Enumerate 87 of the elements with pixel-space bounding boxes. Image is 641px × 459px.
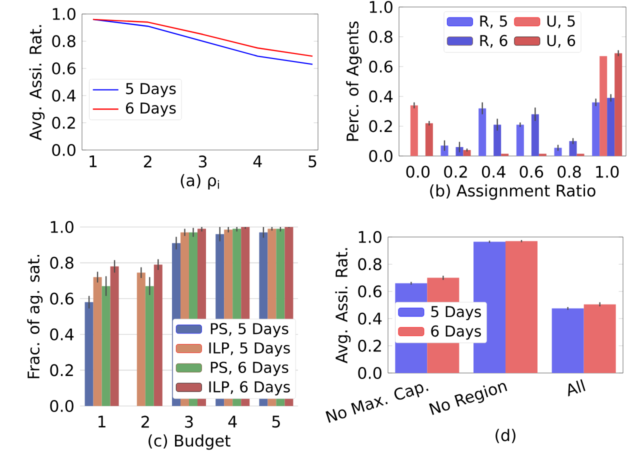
x-tick-label: 5	[308, 156, 316, 168]
bar	[584, 304, 616, 373]
line-series	[92, 18, 314, 65]
x-tick-label: 4	[253, 156, 262, 168]
y-tick-label: 0.4	[358, 312, 382, 325]
bar	[592, 102, 600, 156]
x-axis-title: (b) Assignment Ratio	[430, 184, 596, 200]
y-tick-label: 0.2	[52, 116, 75, 129]
bar	[614, 53, 622, 156]
y-tick-label: 0.0	[358, 366, 382, 380]
legend-label: PS, 6 Days	[210, 362, 288, 376]
x-tick-label: 1	[98, 416, 106, 428]
x-tick-label: 1	[90, 156, 97, 168]
x-axis-title: (c) Budget	[148, 434, 230, 450]
legend-label: ILP, 6 Days	[209, 381, 290, 396]
y-tick-label: 0.6	[358, 285, 382, 298]
x-tick-label: 2	[142, 416, 149, 428]
x-tick-label: 0.6	[520, 166, 544, 178]
legend-label: R, 6	[480, 34, 508, 48]
y-tick-label: 1.0	[52, 8, 76, 20]
x-axis-title: (a) ρ$_{i}$	[180, 174, 219, 190]
bar	[110, 266, 119, 406]
x-tick-label: 1.0	[596, 166, 619, 178]
y-axis-title: Avg. Assi. Rat.	[29, 25, 45, 140]
y-tick-label: 0.4	[369, 90, 393, 102]
y-tick-label: 1.0	[358, 230, 382, 244]
x-tick-label: No Max. Cap.	[326, 384, 428, 423]
y-tick-label: 0.2	[50, 364, 73, 376]
bar	[425, 123, 433, 156]
x-tick-label: All	[568, 379, 586, 396]
legend-label: 6 Days	[126, 102, 176, 117]
bar	[145, 286, 154, 406]
bar	[93, 277, 102, 406]
bar	[478, 108, 486, 156]
bar	[607, 98, 615, 156]
bar	[516, 124, 524, 156]
legend-label: U, 5	[547, 16, 575, 28]
x-tick-label: 0.4	[482, 166, 506, 178]
bar	[154, 264, 162, 406]
bar	[440, 146, 448, 156]
y-tick-label: 0.2	[358, 340, 381, 352]
x-tick-label: 0.8	[558, 166, 581, 178]
bar	[494, 124, 502, 156]
bar	[552, 308, 584, 373]
legend-label: R, 5	[480, 16, 507, 28]
y-tick-label: 0.8	[52, 35, 76, 48]
legend-label: 5 Days	[431, 306, 481, 320]
x-tick-label: 2	[144, 156, 152, 168]
y-tick-label: 1.0	[50, 220, 74, 234]
y-tick-label: 0.6	[52, 62, 76, 74]
line-series	[92, 18, 314, 57]
x-tick-label: 0.0	[406, 166, 430, 178]
y-axis-title: Perc. of Agents	[346, 21, 362, 141]
bar	[136, 272, 146, 406]
y-tick-label: 0.8	[358, 258, 382, 270]
bar	[554, 148, 562, 156]
x-tick-label: 0.2	[444, 166, 467, 178]
y-tick-label: 0.2	[369, 120, 392, 132]
bar	[102, 286, 110, 406]
y-tick-label: 0.6	[369, 60, 392, 73]
y-tick-label: 0.8	[50, 256, 74, 269]
bar	[569, 141, 577, 156]
y-axis-title: Avg. Assi. Rat.	[335, 248, 351, 364]
x-tick-label: 3	[198, 156, 207, 168]
y-tick-label: 0.8	[369, 30, 392, 43]
y-axis-title: Frac. of ag. sat.	[27, 254, 43, 378]
bar	[531, 114, 539, 156]
y-tick-label: 0.6	[50, 292, 74, 305]
bar	[463, 150, 471, 156]
bar	[410, 105, 418, 156]
bar	[506, 241, 538, 373]
legend-label: 5 Days	[126, 83, 176, 98]
y-tick-label: 0.4	[50, 328, 74, 340]
x-tick-label: No Region	[429, 382, 508, 415]
x-tick-label: 5	[272, 416, 280, 428]
legend-label: PS, 5 Days	[210, 322, 288, 338]
legend-label: ILP, 5 Days	[209, 342, 290, 356]
x-axis-title: (d)	[496, 428, 516, 444]
bar	[84, 302, 94, 406]
y-tick-label: 0.4	[52, 90, 76, 102]
y-tick-label: 1.0	[370, 0, 392, 14]
x-tick-label: 4	[228, 416, 237, 428]
y-tick-label: 0.0	[52, 144, 76, 156]
legend-label: U, 6	[547, 34, 576, 48]
legend-label: 6 Days	[431, 325, 481, 340]
x-tick-label: 3	[185, 416, 193, 428]
bar	[600, 56, 608, 156]
